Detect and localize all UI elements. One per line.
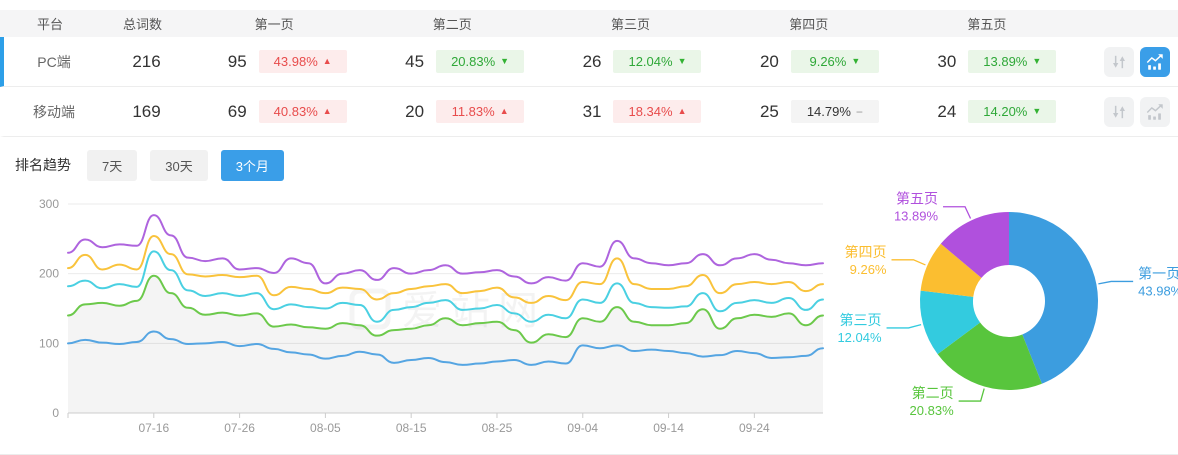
svg-text:0: 0 xyxy=(52,406,59,420)
page4-cell: 25 14.79% xyxy=(721,100,898,123)
col-header-total: 总词数 xyxy=(122,17,162,32)
compare-sort-button[interactable] xyxy=(1103,46,1134,77)
page4-cell: 20 9.26% xyxy=(721,50,898,73)
change-badge: 20.83% xyxy=(436,50,525,73)
col-header-page5: 第五页 xyxy=(967,17,1007,32)
page3-cell: 26 12.04% xyxy=(544,50,721,73)
change-badge: 11.83% xyxy=(436,100,525,123)
page2-cell: 20 11.83% xyxy=(366,100,543,123)
total-words: 216 xyxy=(132,51,161,71)
donut-label-pct: 9.26% xyxy=(850,262,887,277)
page2-count: 20 xyxy=(405,101,425,121)
page2-count: 45 xyxy=(405,51,425,71)
trend-chart-button[interactable] xyxy=(1139,96,1170,127)
total-words: 169 xyxy=(132,101,161,121)
tab-range-30d[interactable]: 30天 xyxy=(150,149,208,181)
trend-chart-button[interactable] xyxy=(1139,46,1170,77)
donut-slice-第一页[interactable] xyxy=(1009,212,1098,384)
table-row-pc[interactable]: PC端 216 95 43.98% 45 20.83% 26 12.04% 20… xyxy=(0,37,1178,87)
donut-label-pct: 20.83% xyxy=(910,403,955,418)
page4-count: 25 xyxy=(759,101,779,121)
compare-sort-button[interactable] xyxy=(1103,96,1134,127)
trend-section-title: 排名趋势 xyxy=(15,157,71,173)
svg-text:200: 200 xyxy=(39,267,59,281)
page5-count: 24 xyxy=(937,101,957,121)
page2-cell: 45 20.83% xyxy=(366,50,543,73)
donut-label-pct: 13.89% xyxy=(894,209,939,224)
table-row-mobile[interactable]: 移动端 169 69 40.83% 20 11.83% 31 18.34% 25… xyxy=(0,87,1178,137)
svg-text:08-25: 08-25 xyxy=(482,421,513,435)
trend-series-3 xyxy=(67,250,824,323)
change-badge: 9.26% xyxy=(790,50,879,73)
donut-label: 第三页 xyxy=(840,312,882,328)
sort-arrows-icon xyxy=(1109,52,1129,72)
page4-count: 20 xyxy=(759,51,779,71)
change-badge: 18.34% xyxy=(613,100,702,123)
page1-cell: 69 40.83% xyxy=(189,100,366,123)
svg-text:07-16: 07-16 xyxy=(138,421,169,435)
page-distribution-donut: 第一页 43.98% 第二页 20.83% 第三页 12.04% 第四页 9.26% 第五页 13… xyxy=(837,191,1178,418)
svg-text:09-04: 09-04 xyxy=(567,421,598,435)
platform-label: PC端 xyxy=(37,53,71,70)
trend-toolbar: 排名趋势 7天 30天 3个月 xyxy=(15,149,297,181)
donut-slice-第四页[interactable] xyxy=(920,243,982,297)
svg-text:09-24: 09-24 xyxy=(739,421,770,435)
donut-label-pct: 12.04% xyxy=(837,330,882,345)
donut-label: 第五页 xyxy=(896,191,938,207)
trend-series-4 xyxy=(67,235,824,304)
page5-count: 30 xyxy=(937,51,957,71)
col-header-page3: 第三页 xyxy=(610,17,650,32)
page3-count: 26 xyxy=(582,51,602,71)
donut-label: 第四页 xyxy=(845,244,887,260)
change-badge: 13.89% xyxy=(968,50,1057,73)
donut-slice-第二页[interactable] xyxy=(937,322,1042,390)
page5-cell: 24 14.20% xyxy=(899,100,1076,123)
svg-text:100: 100 xyxy=(39,336,59,350)
page5-cell: 30 13.89% xyxy=(899,50,1076,73)
col-header-page2: 第二页 xyxy=(432,17,472,32)
donut-label: 第二页 xyxy=(912,385,954,401)
svg-text:09-14: 09-14 xyxy=(653,421,684,435)
change-badge: 14.79% xyxy=(790,100,879,123)
svg-text:300: 300 xyxy=(39,197,59,211)
row-actions xyxy=(1076,46,1178,77)
page3-count: 31 xyxy=(582,101,602,121)
donut-label-pct: 43.98% xyxy=(1138,283,1178,298)
svg-text:08-15: 08-15 xyxy=(396,421,427,435)
page1-cell: 95 43.98% xyxy=(189,50,366,73)
donut-slice-第三页[interactable] xyxy=(920,290,981,355)
sort-arrows-icon xyxy=(1109,102,1129,122)
col-header-page1: 第一页 xyxy=(254,17,294,32)
svg-text:07-26: 07-26 xyxy=(224,421,255,435)
change-badge: 12.04% xyxy=(613,50,702,73)
page1-count: 95 xyxy=(227,51,247,71)
trend-chart-icon xyxy=(1145,52,1165,72)
svg-text:08-05: 08-05 xyxy=(310,421,341,435)
donut-slice-第五页[interactable] xyxy=(940,212,1009,278)
donut-label: 第一页 xyxy=(1138,265,1178,281)
platform-label: 移动端 xyxy=(33,103,75,120)
change-badge: 40.83% xyxy=(258,100,347,123)
tab-range-7d[interactable]: 7天 xyxy=(87,149,138,181)
trend-chart-icon xyxy=(1145,102,1165,122)
change-badge: 14.20% xyxy=(968,100,1057,123)
row-actions xyxy=(1076,96,1178,127)
trend-line-chart: 0100200300爱站网07-1607-2608-0508-1508-2509… xyxy=(39,197,824,435)
tab-range-3m[interactable]: 3个月 xyxy=(220,149,284,181)
col-header-page4: 第四页 xyxy=(789,17,829,32)
table-header: 平台 总词数 第一页 第二页 第三页 第四页 第五页 xyxy=(0,10,1178,38)
page1-count: 69 xyxy=(227,101,247,121)
trend-series-5 xyxy=(67,214,824,285)
col-header-platform: 平台 xyxy=(36,17,63,32)
page3-cell: 31 18.34% xyxy=(544,100,721,123)
trend-series-1 xyxy=(67,330,824,366)
change-badge: 43.98% xyxy=(258,50,347,73)
trend-series-2 xyxy=(67,274,824,344)
